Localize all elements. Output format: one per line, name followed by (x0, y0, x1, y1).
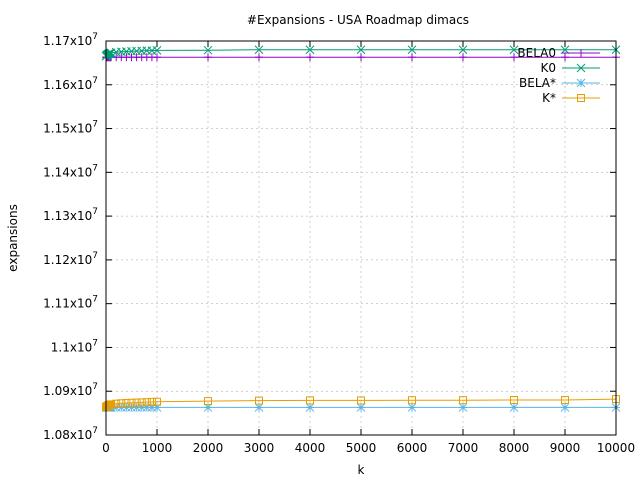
data-point (122, 399, 131, 408)
y-tick-label: 1.15x107 (43, 120, 98, 136)
data-point (305, 403, 315, 412)
data-point (357, 396, 365, 405)
data-point (117, 399, 126, 408)
y-axis-label: expansions (6, 204, 20, 272)
legend-marker (577, 94, 585, 102)
y-tick-label: 1.12x107 (43, 251, 98, 267)
x-tick-label: 0 (102, 441, 110, 455)
x-tick-label: 8000 (499, 441, 530, 455)
data-point (306, 53, 314, 62)
x-tick-label: 6000 (397, 441, 428, 455)
data-point (254, 45, 264, 55)
legend-label: K0 (540, 61, 556, 75)
axis-ticks (105, 40, 617, 436)
data-point (142, 398, 151, 407)
data-point (459, 53, 467, 62)
series-layer (101, 45, 621, 412)
data-point (132, 398, 141, 407)
data-point (107, 400, 116, 409)
series-BELA* (101, 403, 621, 412)
y-tick-label: 1.11x107 (43, 295, 98, 311)
legend-item: BELA* (519, 76, 600, 90)
data-point (306, 396, 314, 405)
x-tick-label: 1000 (142, 441, 173, 455)
data-point (407, 45, 417, 55)
x-axis-label: k (358, 463, 365, 477)
data-point (357, 53, 365, 62)
data-point (458, 403, 468, 412)
y-tick-label: 1.1x107 (51, 338, 98, 354)
grid-lines (106, 41, 616, 435)
x-tick-label: 10000 (597, 441, 635, 455)
data-point (510, 53, 518, 62)
legend-marker (576, 63, 586, 73)
data-point (204, 53, 212, 62)
data-point (203, 45, 213, 55)
y-tick-label: 1.17x107 (43, 32, 98, 48)
data-point (153, 397, 161, 406)
data-point (561, 53, 569, 62)
legend-marker (577, 49, 585, 57)
data-point (509, 45, 519, 55)
data-point (152, 46, 162, 55)
data-point (560, 45, 570, 55)
legend-label: BELA0 (517, 46, 556, 60)
y-tick-label: 1.16x107 (43, 76, 98, 92)
data-point (407, 403, 417, 412)
data-point (509, 403, 519, 412)
series-line (105, 398, 617, 408)
data-point (510, 395, 518, 404)
legend-item: K* (542, 91, 600, 105)
x-tick-label: 5000 (346, 441, 377, 455)
data-point (560, 403, 570, 412)
data-point (204, 397, 212, 406)
legend-label: BELA* (519, 76, 556, 90)
data-point (408, 396, 416, 405)
data-point (458, 45, 468, 55)
legend-marker (576, 78, 586, 88)
data-point (112, 399, 121, 408)
data-point (153, 53, 161, 62)
y-tick-label: 1.09x107 (43, 382, 98, 398)
x-tick-label: 2000 (193, 441, 224, 455)
data-point (459, 396, 467, 405)
x-axis-tick-labels: 0 1000 2000 3000 4000 5000 6000 7000 8000 9000 100… (102, 441, 635, 455)
y-tick-label: 1.13x107 (43, 207, 98, 223)
x-tick-label: 9000 (550, 441, 581, 455)
legend-label: K* (542, 91, 556, 105)
data-point (127, 398, 136, 407)
x-tick-label: 7000 (448, 441, 479, 455)
data-point (561, 395, 569, 404)
data-point (305, 45, 315, 55)
x-tick-label: 4000 (295, 441, 326, 455)
chart-title: #Expansions - USA Roadmap dimacs (247, 13, 469, 27)
data-point (408, 53, 416, 62)
legend-item: BELA0 (517, 46, 600, 60)
y-tick-label: 1.08x107 (43, 426, 98, 442)
data-point (137, 398, 146, 407)
x-tick-label: 3000 (244, 441, 275, 455)
data-point (152, 403, 162, 412)
data-point (254, 403, 264, 412)
data-point (147, 397, 156, 406)
y-tick-label: 1.14x107 (43, 163, 98, 179)
data-point (356, 403, 366, 412)
data-point (255, 396, 263, 405)
y-axis-tick-labels: 1.08x107 1.09x107 1.1x107 1.11x107 1.12x107 1… (43, 32, 98, 442)
data-point (356, 45, 366, 55)
legend-item: K0 (540, 61, 600, 75)
data-point (255, 53, 263, 62)
